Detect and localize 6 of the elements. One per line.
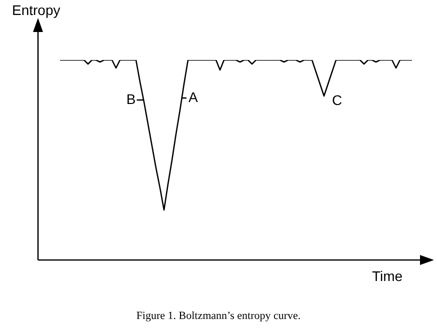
annotation: C xyxy=(332,92,342,108)
x-axis-title: Time xyxy=(372,268,403,284)
caption: Figure 1. Boltzmann’s entropy curve. xyxy=(135,310,302,322)
annotation: B xyxy=(126,90,136,107)
annotation: A xyxy=(188,88,198,105)
y-axis-title: Entropy xyxy=(12,2,60,18)
